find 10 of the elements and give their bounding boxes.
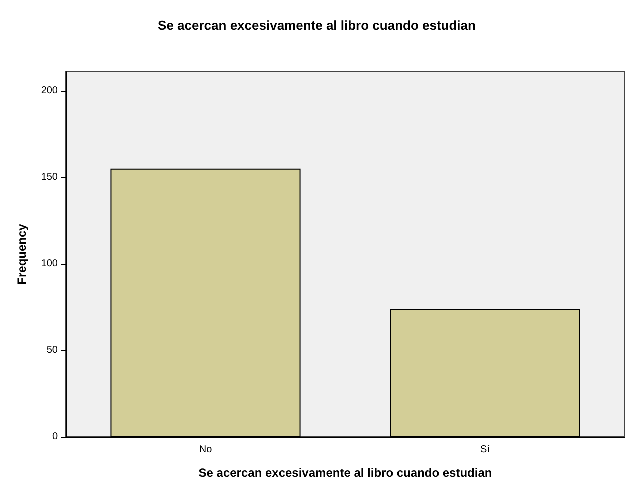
x-tick-label: Sí [480,444,490,456]
x-axis-title: Se acercan excesivamente al libro cuando estudian [198,466,492,480]
x-tick-label: No [199,444,213,456]
y-axis-title: Frequency [15,224,29,285]
y-tick-label: 200 [41,86,58,97]
y-tick-label: 50 [46,345,58,356]
y-tick-label: 100 [41,258,58,270]
y-tick-label: 150 [41,172,58,184]
chart-title: Se acercan excesivamente al libro cuando estudian [158,18,476,33]
y-tick-label: 0 [52,432,58,442]
